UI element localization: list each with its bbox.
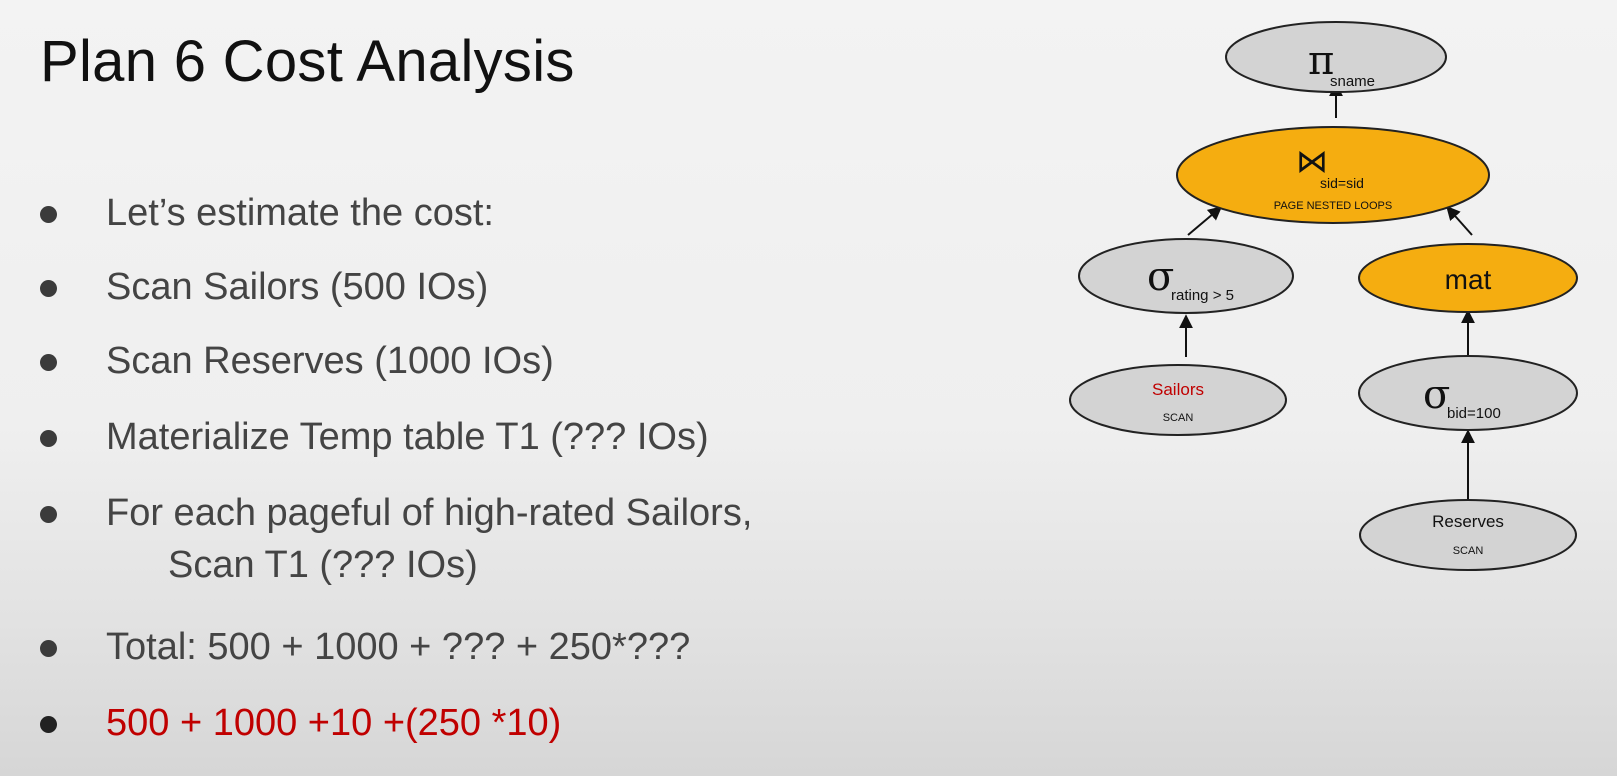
bullet-dot-icon	[40, 716, 57, 733]
bullet-dot-icon	[40, 354, 57, 371]
reserves-label: Reserves	[1432, 512, 1504, 531]
bullet-text: Scan Reserves (1000 IOs)	[106, 340, 554, 382]
reserves-method: SCAN	[1453, 545, 1484, 557]
bullet-text: Materialize Temp table T1 (??? IOs)	[106, 416, 709, 458]
bullet-text: 500 + 1000 +10 +(250 *10)	[106, 702, 562, 744]
node-mat: mat	[1358, 243, 1578, 313]
selection-predicate-rating: rating > 5	[1171, 287, 1234, 304]
join-condition: sid=sid	[1320, 175, 1364, 191]
bullet-dot-icon	[40, 206, 57, 223]
mat-label: mat	[1445, 264, 1492, 295]
node-mat-shape	[1358, 243, 1578, 313]
bullet-dot-icon	[40, 280, 57, 297]
bullet-dot-icon	[40, 430, 57, 447]
edge-mat-to-join	[1446, 205, 1473, 236]
join-symbol: ⋈	[1296, 142, 1328, 180]
bullet-text: Scan Sailors (500 IOs)	[106, 266, 489, 308]
node-join-shape	[1176, 126, 1490, 224]
node-reserves-shape	[1359, 499, 1577, 571]
node-join: ⋈ sid=sid PAGE NESTED LOOPS	[1176, 126, 1490, 224]
node-project-shape	[1225, 21, 1447, 93]
selection-symbol: σ	[1147, 254, 1174, 300]
projection-subscript: sname	[1330, 73, 1375, 90]
node-sailors: Sailors SCAN	[1069, 364, 1287, 436]
bullet-text: For each pageful of high-rated Sailors,	[106, 492, 753, 534]
selection-symbol: σ	[1423, 372, 1450, 418]
bullet-continuation: Scan T1 (??? IOs)	[168, 544, 478, 586]
bullet-text: Total: 500 + 1000 + ??? + 250*???	[106, 626, 691, 668]
sailors-label: Sailors	[1152, 380, 1204, 399]
node-select-bid: σ bid=100	[1358, 355, 1578, 431]
node-select-rating: σ rating > 5	[1078, 238, 1294, 314]
edge-select-rating-to-join	[1187, 206, 1223, 236]
projection-symbol: π	[1308, 38, 1334, 84]
node-sailors-shape	[1069, 364, 1287, 436]
bullet-dot-icon	[40, 506, 57, 523]
slide-title: Plan 6 Cost Analysis	[40, 29, 575, 94]
tree-edges	[1179, 82, 1475, 510]
node-project: π sname	[1225, 21, 1447, 93]
node-reserves: Reserves SCAN	[1359, 499, 1577, 571]
selection-predicate-bid: bid=100	[1447, 405, 1501, 422]
node-select-bid-shape	[1358, 355, 1578, 431]
node-select-rating-shape	[1078, 238, 1294, 314]
bullet-dot-icon	[40, 640, 57, 657]
bullet-text: Let’s estimate the cost:	[106, 192, 494, 234]
sailors-method: SCAN	[1163, 412, 1194, 424]
join-method: PAGE NESTED LOOPS	[1274, 200, 1392, 212]
